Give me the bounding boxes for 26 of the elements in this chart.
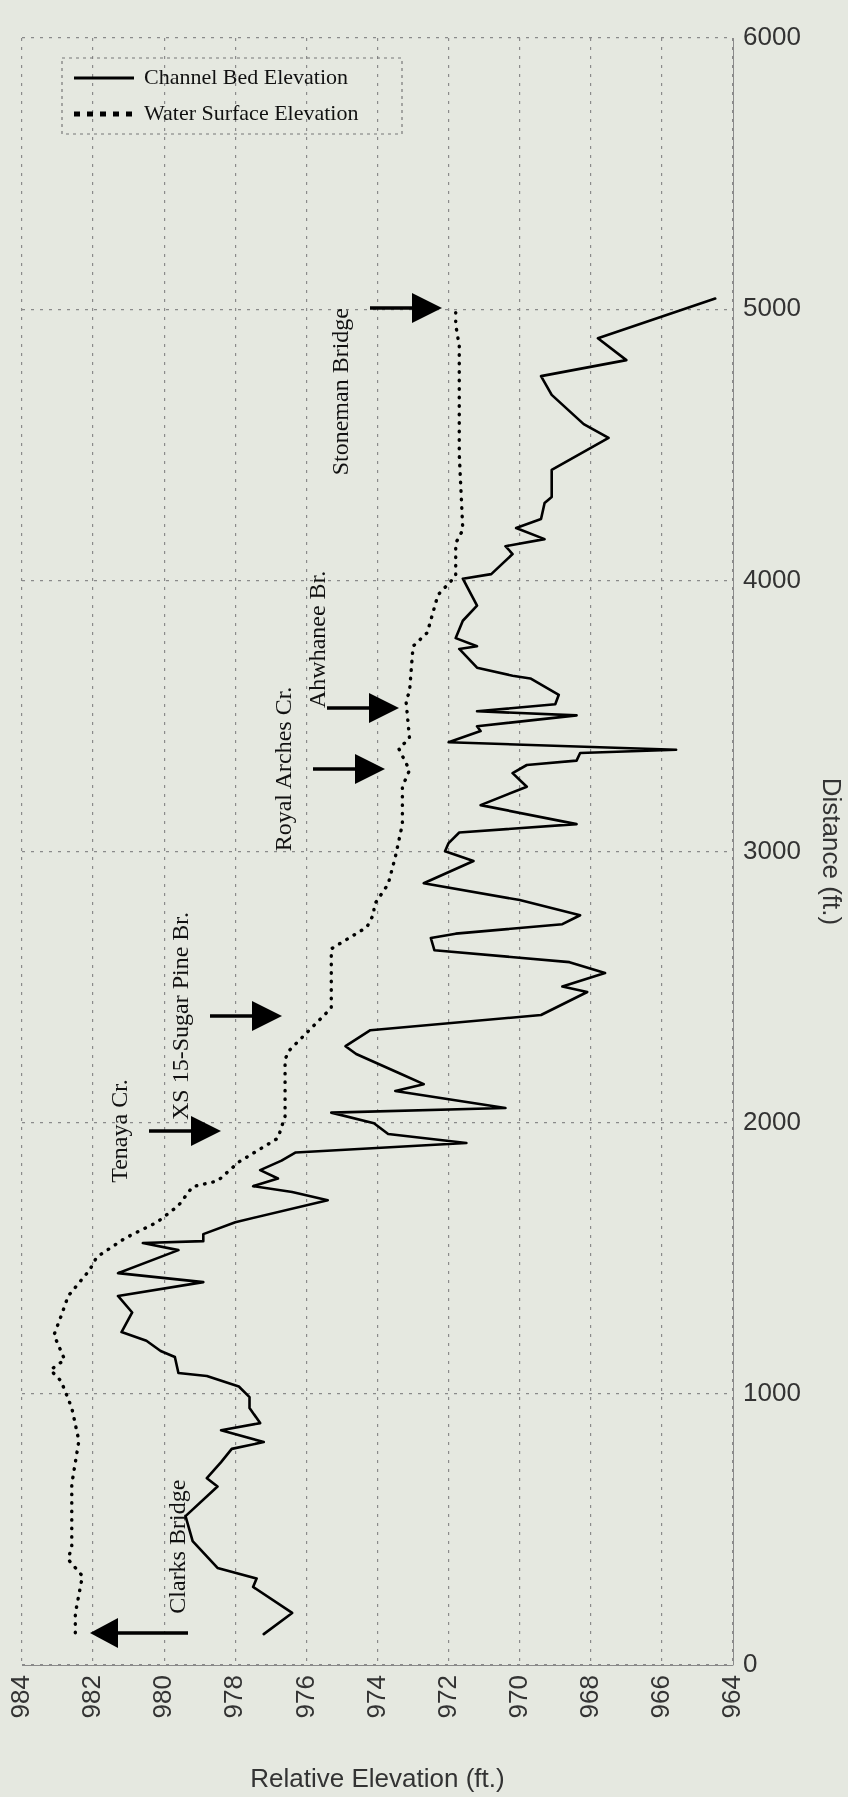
annotation: Stoneman Bridge xyxy=(326,308,353,476)
x-tick-label: 982 xyxy=(76,1675,107,1719)
y-tick-label: 1000 xyxy=(743,1377,801,1408)
x-tick-label: 978 xyxy=(218,1675,249,1719)
x-tick-label: 968 xyxy=(573,1675,604,1719)
legend-label: Water Surface Elevation xyxy=(144,99,359,125)
y-tick-label: 4000 xyxy=(743,563,801,594)
annotation: XS 15-Sugar Pine Br. xyxy=(166,911,193,1121)
annotation: Royal Arches Cr. xyxy=(269,686,296,852)
x-axis-title: Relative Elevation (ft.) xyxy=(250,1762,505,1793)
annotation: Tenaya Cr. xyxy=(106,1079,133,1183)
legend-label: Channel Bed Elevation xyxy=(144,63,349,89)
x-tick-label: 966 xyxy=(645,1675,676,1719)
y-tick-label: 5000 xyxy=(743,292,801,323)
y-tick-label: 6000 xyxy=(743,21,801,52)
annotation: Ahwhanee Br. xyxy=(304,570,331,708)
x-tick-label: 974 xyxy=(360,1675,391,1719)
y-tick-label: 3000 xyxy=(743,834,801,865)
x-tick-label: 972 xyxy=(431,1675,462,1719)
x-tick-label: 970 xyxy=(502,1675,533,1719)
x-tick-label: 980 xyxy=(147,1675,178,1719)
y-axis-title: Distance (ft.) xyxy=(817,777,848,926)
x-tick-label: 976 xyxy=(289,1675,320,1719)
y-tick-label: 2000 xyxy=(743,1105,801,1136)
annotation: Clarks Bridge xyxy=(163,1479,190,1614)
x-tick-label: 984 xyxy=(5,1675,36,1719)
